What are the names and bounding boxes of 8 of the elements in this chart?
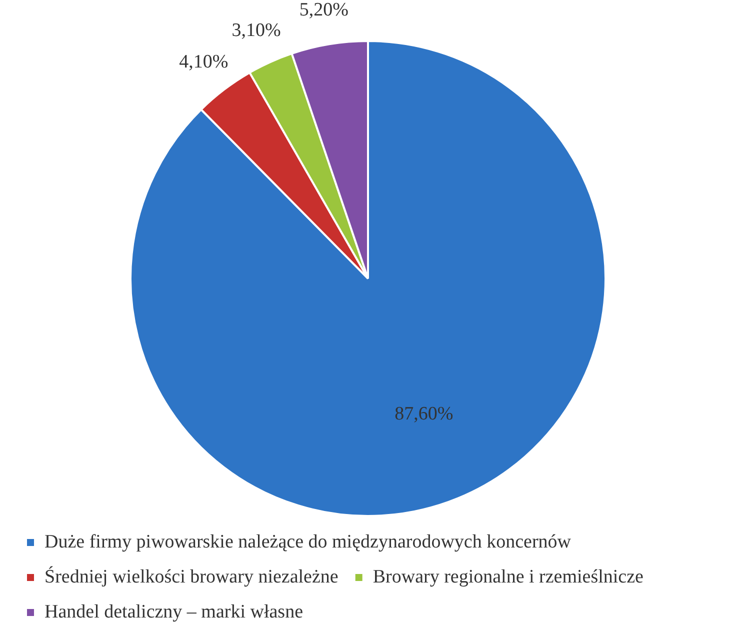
legend-label: Handel detaliczny – marki własne	[44, 601, 304, 622]
legend-label: Duże firmy piwowarskie należące do międzynarodowych koncernów	[44, 531, 572, 552]
legend-label: Browary regionalne i rzemieślnicze	[372, 566, 644, 588]
data-label: 5,20%	[299, 0, 349, 21]
legend-label: Średniej wielkości browary niezależne	[44, 565, 338, 588]
data-label: 4,10%	[179, 51, 228, 72]
data-label: 3,10%	[232, 20, 281, 42]
data-label: 87,60%	[394, 404, 454, 425]
